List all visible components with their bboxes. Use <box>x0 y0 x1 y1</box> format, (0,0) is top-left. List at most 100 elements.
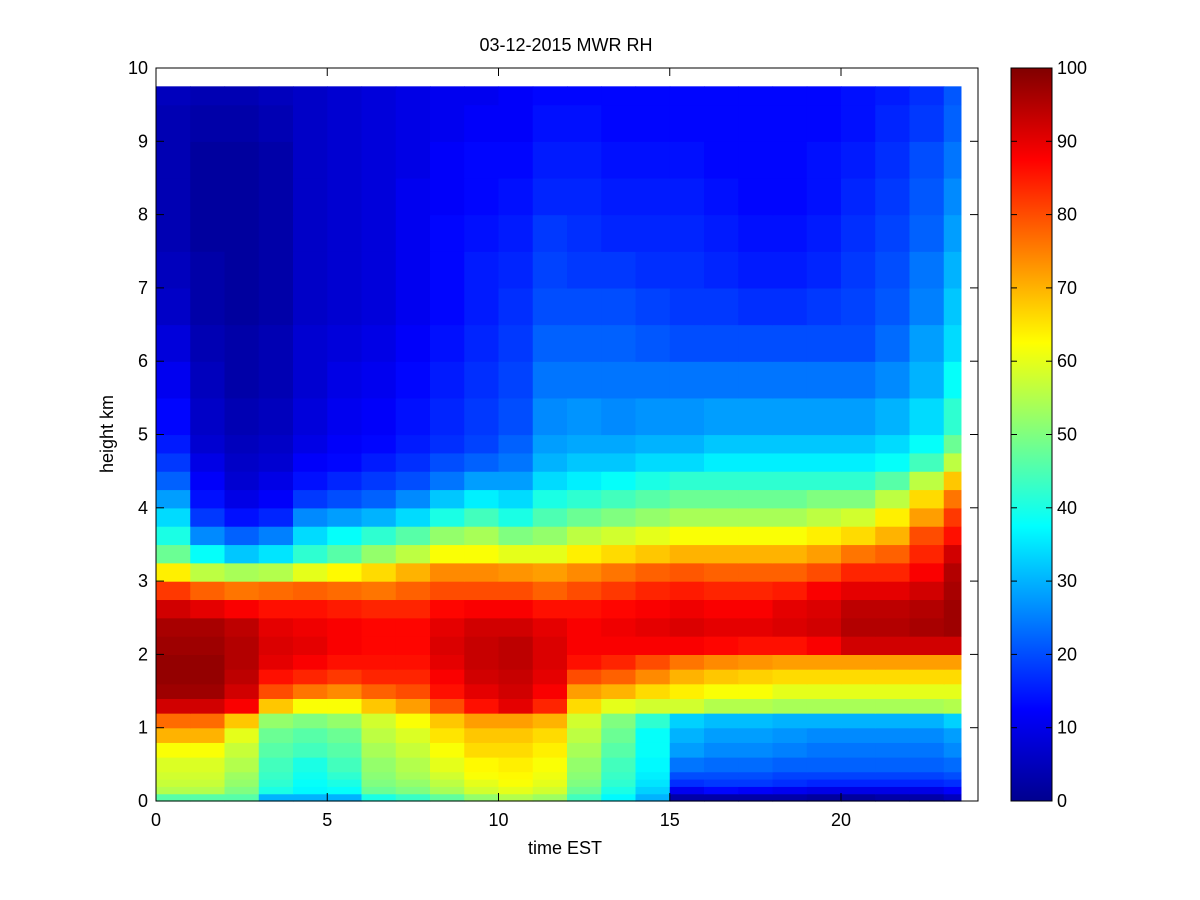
heatmap-cell <box>909 636 945 655</box>
heatmap-cell <box>875 214 911 252</box>
heatmap-cell <box>258 742 294 758</box>
heatmap-cell <box>293 324 328 362</box>
heatmap-cell <box>464 698 500 714</box>
heatmap-cell <box>875 397 911 436</box>
heatmap-cell <box>635 526 671 546</box>
heatmap-cell <box>601 757 637 773</box>
heatmap-cell <box>841 617 876 637</box>
heatmap-cell <box>498 104 534 142</box>
heatmap-cell <box>601 742 637 758</box>
heatmap-cell <box>635 397 671 436</box>
heatmap-cell <box>327 669 363 685</box>
heatmap-cell <box>327 757 363 773</box>
heatmap-cell <box>704 771 739 780</box>
heatmap-cell <box>738 727 774 743</box>
heatmap-cell <box>704 654 739 670</box>
heatmap-cell <box>738 669 774 685</box>
heatmap-cell <box>361 599 397 619</box>
heatmap-cell <box>943 452 962 472</box>
heatmap-cell <box>430 104 465 142</box>
heatmap-cell <box>430 742 465 758</box>
heatmap-cell <box>806 471 842 491</box>
heatmap-cell <box>875 361 911 399</box>
heatmap-cell <box>704 544 739 564</box>
heatmap-cell <box>224 599 260 619</box>
heatmap-cell <box>635 636 671 655</box>
heatmap-cell <box>704 452 739 472</box>
heatmap-cell <box>841 86 876 106</box>
heatmap-cell <box>190 489 226 509</box>
heatmap-cell <box>464 713 500 729</box>
heatmap-cell <box>532 177 568 216</box>
heatmap-cell <box>498 727 534 743</box>
heatmap-cell <box>430 683 465 699</box>
heatmap-cell <box>669 526 705 546</box>
heatmap-cell <box>738 683 774 699</box>
heatmap-cell <box>498 251 534 289</box>
heatmap-cell <box>293 713 328 729</box>
heatmap-cell <box>635 669 671 685</box>
heatmap-cell <box>669 214 705 252</box>
heatmap-cell <box>669 434 705 454</box>
heatmap-cell <box>361 544 397 564</box>
heatmap-cell <box>327 771 363 780</box>
heatmap-cell <box>327 141 363 179</box>
heatmap-cell <box>738 654 774 670</box>
heatmap-cell <box>738 526 774 546</box>
heatmap-cell <box>430 771 465 780</box>
heatmap-cell <box>190 141 226 179</box>
heatmap-cell <box>875 471 911 491</box>
heatmap-cell <box>156 786 191 795</box>
heatmap-cell <box>190 526 226 546</box>
heatmap-cell <box>772 452 808 472</box>
heatmap-cell <box>772 177 808 216</box>
heatmap-cell <box>224 397 260 436</box>
heatmap-cell <box>293 471 328 491</box>
heatmap-cell <box>361 86 397 106</box>
heatmap-cell <box>430 287 465 326</box>
heatmap-cell <box>669 786 705 795</box>
heatmap-cell <box>806 141 842 179</box>
heatmap-cell <box>567 698 602 714</box>
heatmap-cell <box>567 507 602 527</box>
heatmap-cell <box>190 214 226 252</box>
heatmap-cell <box>430 713 465 729</box>
heatmap-cell <box>395 177 431 216</box>
heatmap-cell <box>875 434 911 454</box>
heatmap-cell <box>190 544 226 564</box>
heatmap-cell <box>841 713 876 729</box>
heatmap-cell <box>327 617 363 637</box>
x-axis-label: time EST <box>528 838 602 858</box>
heatmap-cell <box>190 434 226 454</box>
heatmap-cell <box>738 507 774 527</box>
heatmap-cell <box>156 654 191 670</box>
heatmap-cell <box>430 361 465 399</box>
heatmap-cell <box>532 434 568 454</box>
y-tick-label: 6 <box>138 351 148 371</box>
heatmap-cell <box>293 683 328 699</box>
heatmap-cell <box>327 562 363 582</box>
heatmap-cell <box>464 361 500 399</box>
heatmap-cell <box>635 742 671 758</box>
heatmap-cell <box>704 361 739 399</box>
heatmap-cell <box>772 361 808 399</box>
heatmap-cell <box>293 786 328 795</box>
heatmap-cell <box>190 757 226 773</box>
heatmap-cell <box>156 669 191 685</box>
y-axis-label: height km <box>97 395 117 473</box>
heatmap-cell <box>327 581 363 601</box>
heatmap-cell <box>841 581 876 601</box>
x-tick-label: 10 <box>488 810 508 830</box>
heatmap-cell <box>841 177 876 216</box>
heatmap-cell <box>224 683 260 699</box>
heatmap-cell <box>532 104 568 142</box>
heatmap-cell <box>464 562 500 582</box>
heatmap-cell <box>601 654 637 670</box>
heatmap-cell <box>430 452 465 472</box>
heatmap-cell <box>464 452 500 472</box>
heatmap-cell <box>738 86 774 106</box>
heatmap-cell <box>841 324 876 362</box>
heatmap-cell <box>327 361 363 399</box>
heatmap-cell <box>601 771 637 780</box>
heatmap-cell <box>395 471 431 491</box>
